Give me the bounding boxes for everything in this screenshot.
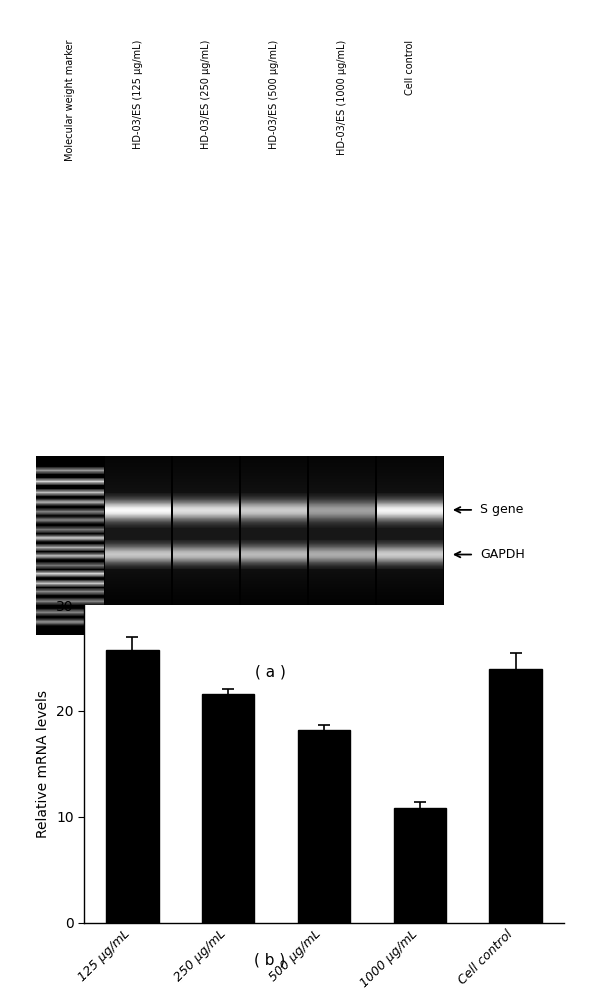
Bar [394, 808, 446, 923]
Y-axis label: Relative mRNA levels: Relative mRNA levels [37, 689, 50, 838]
Text: GAPDH: GAPDH [480, 548, 525, 561]
Bar [106, 650, 158, 923]
Text: ( a ): ( a ) [254, 665, 286, 680]
Text: S gene: S gene [480, 503, 523, 517]
Text: HD-03/ES (250 μg/mL): HD-03/ES (250 μg/mL) [201, 40, 211, 149]
Text: Molecular weight marker: Molecular weight marker [65, 40, 75, 161]
Text: HD-03/ES (500 μg/mL): HD-03/ES (500 μg/mL) [269, 40, 279, 149]
Bar [490, 669, 542, 923]
Text: HD-03/ES (1000 μg/mL): HD-03/ES (1000 μg/mL) [337, 40, 347, 155]
Bar [202, 694, 254, 923]
Text: ( b ): ( b ) [254, 952, 286, 967]
Text: HD-03/ES (125 μg/mL): HD-03/ES (125 μg/mL) [133, 40, 143, 149]
Bar [298, 730, 350, 923]
Text: Cell control: Cell control [405, 40, 415, 95]
